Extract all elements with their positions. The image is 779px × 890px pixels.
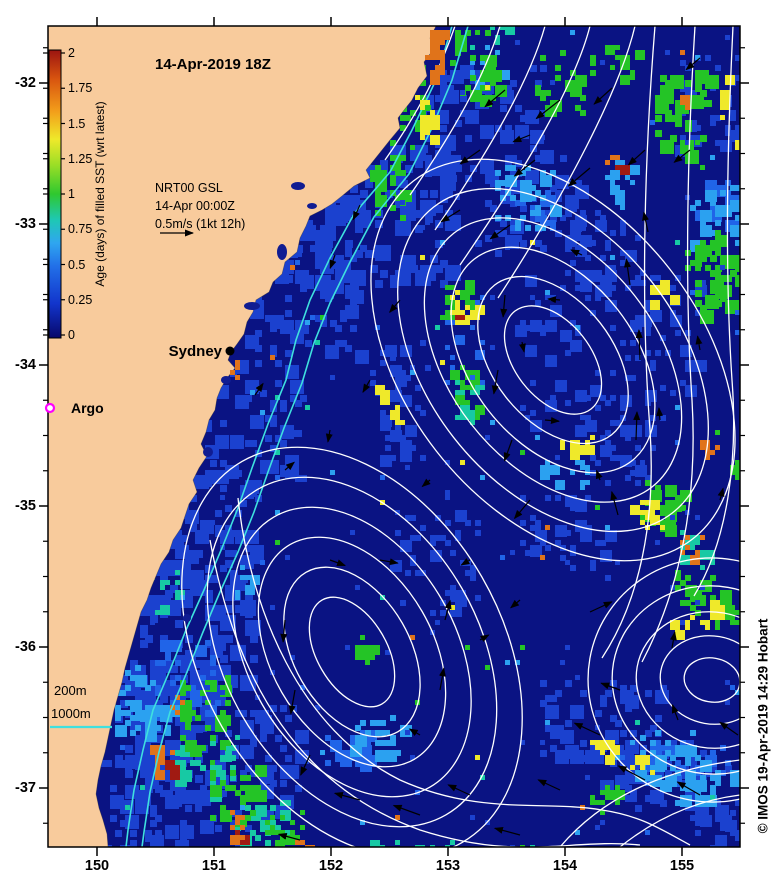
colorbar-tick-label: 1.25 bbox=[68, 151, 93, 166]
model-annotation-time: 14-Apr 00:00Z bbox=[155, 199, 235, 213]
colorbar-tick-label: 1 bbox=[68, 187, 75, 201]
credit-text: © IMOS 19-Apr-2019 14:29 Hobart bbox=[755, 618, 771, 834]
y-axis-tick-label: -34 bbox=[15, 357, 36, 373]
y-axis-tick-label: -36 bbox=[15, 639, 36, 655]
model-annotation-name: NRT00 GSL bbox=[155, 181, 223, 195]
colorbar-tick-label: 0 bbox=[68, 328, 75, 342]
x-axis-tick-label: 151 bbox=[201, 858, 227, 874]
x-axis-tick-label: 155 bbox=[669, 858, 695, 874]
colorbar-tick-label: 0.5 bbox=[68, 257, 86, 272]
x-axis-tick-label: 150 bbox=[84, 858, 110, 874]
colorbar-tick-label: 1.5 bbox=[68, 116, 86, 131]
city-label-sydney: Sydney bbox=[168, 343, 222, 360]
depth-label-1000m: 1000m bbox=[51, 706, 91, 721]
plot-title: 14-Apr-2019 18Z bbox=[155, 56, 271, 73]
x-axis-tick-label: 152 bbox=[318, 858, 344, 874]
x-axis-tick-label: 154 bbox=[552, 858, 578, 874]
legend-argo-label: Argo bbox=[71, 400, 104, 416]
x-axis-tick-label: 153 bbox=[435, 858, 461, 874]
colorbar-tick-label: 2 bbox=[68, 46, 75, 60]
vector-scale-label: 0.5m/s (1kt 12h) bbox=[155, 217, 246, 231]
depth-label-200m: 200m bbox=[54, 683, 87, 698]
colorbar-axis-label: Age (days) of filled SST (wrt latest) bbox=[93, 101, 107, 287]
y-axis-tick-label: -37 bbox=[15, 780, 36, 796]
y-axis-tick-label: -33 bbox=[15, 216, 36, 232]
y-axis-tick-label: -32 bbox=[15, 75, 36, 91]
y-axis-tick-label: -35 bbox=[15, 498, 36, 514]
colorbar-tick-label: 0.75 bbox=[68, 222, 93, 237]
colorbar-tick-label: 1.75 bbox=[68, 81, 93, 96]
colorbar-tick-label: 0.25 bbox=[68, 292, 93, 307]
